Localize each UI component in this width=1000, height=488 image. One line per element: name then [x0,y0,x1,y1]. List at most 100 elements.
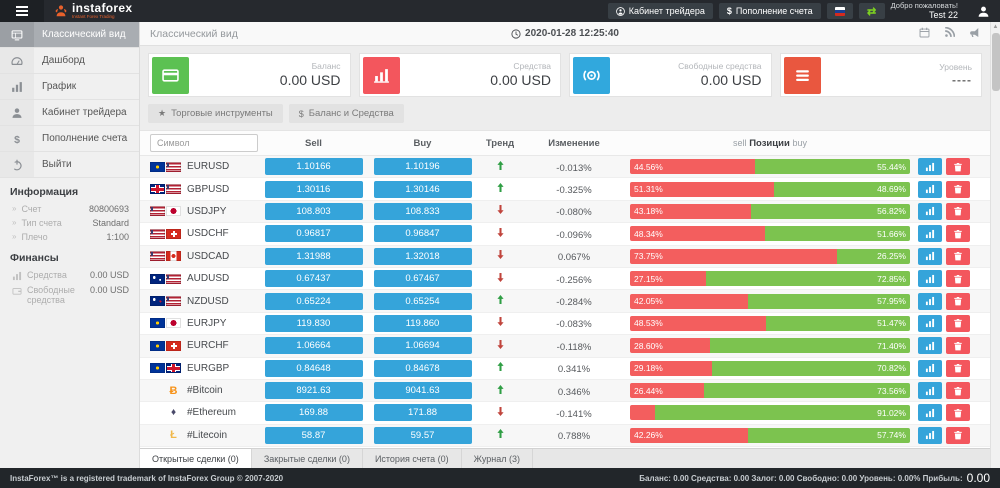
sell-price-button[interactable]: 0.84648 [264,359,363,377]
toolbar-button-торговые-инструменты[interactable]: ★ Торговые инструменты [148,104,283,123]
open-chart-button[interactable] [918,292,942,310]
buy-price-button[interactable]: 1.30146 [373,180,472,198]
delete-symbol-button[interactable] [946,292,970,310]
change-value: -0.256% [556,274,592,286]
buy-price-button[interactable]: 171.88 [373,404,472,422]
sidebar-item-выйти[interactable]: Выйти [0,152,139,178]
delete-symbol-button[interactable] [946,404,970,422]
buy-positions-segment: 56.82% [750,203,910,219]
open-chart-button[interactable] [918,202,942,220]
sell-price-button[interactable]: 119.830 [264,314,363,332]
buy-price-button[interactable]: 1.32018 [373,247,472,265]
delete-symbol-button[interactable] [946,158,970,176]
megaphone-icon[interactable] [969,25,980,43]
swap-language-button[interactable]: ⇄ [858,3,885,19]
toolbar-button-баланс-и-средства[interactable]: $ Баланс и Средства [288,104,404,123]
sell-price-button[interactable]: 1.31988 [264,247,363,265]
open-chart-button[interactable] [918,382,942,400]
positions-bar: 91.02% [630,405,910,421]
open-chart-button[interactable] [918,270,942,288]
trend-up-icon [495,158,506,170]
sidebar-item-кабинет-трейдера[interactable]: Кабинет трейдера [0,100,139,126]
buy-price-button[interactable]: 1.10196 [373,158,472,176]
tab-история-счета-0[interactable]: История счета (0) [362,449,462,468]
buy-price-button[interactable]: 59.57 [373,426,472,444]
sidebar-item-дашборд[interactable]: Дашборд [0,48,139,74]
open-chart-button[interactable] [918,359,942,377]
delete-symbol-button[interactable] [946,225,970,243]
open-chart-button[interactable] [918,158,942,176]
sell-price-button[interactable]: 0.96817 [264,225,363,243]
rss-icon[interactable] [944,25,956,43]
change-value: -0.080% [556,207,592,219]
buy-price-button[interactable]: 108.833 [373,202,472,220]
sell-price-button[interactable]: 58.87 [264,426,363,444]
deposit-button[interactable]: $ Пополнение счета [718,3,821,19]
change-value: -0.118% [556,341,592,353]
buy-price-button[interactable]: 0.67467 [373,270,472,288]
symbol-label: EURJPY [187,317,227,329]
sidebar-item-график[interactable]: График [0,74,139,100]
delete-symbol-button[interactable] [946,359,970,377]
sell-price-button[interactable]: 108.803 [264,202,363,220]
sidebar-item-пополнение-счета[interactable]: $ Пополнение счета [0,126,139,152]
buy-positions-segment: 91.02% [655,405,910,421]
buy-price-button[interactable]: 0.65254 [373,292,472,310]
open-chart-button[interactable] [918,404,942,422]
open-chart-button[interactable] [918,225,942,243]
sell-price-button[interactable]: 1.30116 [264,180,363,198]
delete-symbol-button[interactable] [946,180,970,198]
delete-symbol-button[interactable] [946,202,970,220]
buy-price-button[interactable]: 1.06694 [373,337,472,355]
tab-закрытые-сделки-0[interactable]: Закрытые сделки (0) [251,449,363,468]
sell-price-button[interactable]: 0.67437 [264,270,363,288]
open-chart-button[interactable] [918,426,942,444]
language-flag-button[interactable] [826,3,853,19]
change-value: -0.284% [556,297,592,309]
change-value: 0.341% [557,364,591,376]
delete-symbol-button[interactable] [946,270,970,288]
trader-cabinet-button[interactable]: Кабинет трейдера [607,3,713,19]
scroll-up-arrow-icon[interactable]: ▲ [992,24,999,30]
scrollbar-thumb[interactable] [992,33,1000,91]
change-value: -0.013% [556,162,592,174]
dashboard-icon [0,48,34,73]
finance-section-title: Финансы [10,252,59,264]
tab-открытые-сделки-0[interactable]: Открытые сделки (0) [140,448,252,468]
vertical-scrollbar[interactable]: ▲ [990,22,1000,468]
flag-russia-icon [834,6,845,16]
column-header-buy: Buy [413,137,432,149]
buy-price-button[interactable]: 0.84678 [373,359,472,377]
sell-price-button[interactable]: 169.88 [264,404,363,422]
list-icon [783,56,821,94]
open-chart-button[interactable] [918,247,942,265]
open-chart-button[interactable] [918,180,942,198]
trend-down-icon [495,337,506,349]
calendar-icon[interactable] [919,25,930,43]
flag-gb-icon [166,363,181,374]
sell-price-button[interactable]: 0.65224 [264,292,363,310]
sidebar-item-классический-вид[interactable]: Классический вид [0,22,139,48]
card-label: Баланс [311,60,341,71]
delete-symbol-button[interactable] [946,382,970,400]
buy-price-button[interactable]: 9041.63 [373,382,472,400]
hamburger-menu-icon[interactable] [0,0,44,22]
open-chart-button[interactable] [918,337,942,355]
buy-price-button[interactable]: 119.860 [373,314,472,332]
page-header: Классический вид 2020-01-28 12:25:40 [140,22,990,46]
table-row: USDCHF 0.96817 0.96847 -0.096% 48.34% 51.66% [140,223,990,246]
sell-price-button[interactable]: 8921.63 [264,382,363,400]
sell-price-button[interactable]: 1.10166 [264,158,363,176]
delete-symbol-button[interactable] [946,314,970,332]
buy-price-button[interactable]: 0.96847 [373,225,472,243]
table-row: Ł #Litecoin 58.87 59.57 0.788% 42.26% 57.74% [140,424,990,448]
flag-au-icon [150,273,165,284]
symbol-search-input[interactable] [150,134,258,152]
delete-symbol-button[interactable] [946,247,970,265]
tab-журнал-3[interactable]: Журнал (3) [461,449,534,468]
sell-price-button[interactable]: 1.06664 [264,337,363,355]
delete-symbol-button[interactable] [946,426,970,444]
open-chart-button[interactable] [918,314,942,332]
avatar[interactable] [966,0,1000,22]
delete-symbol-button[interactable] [946,337,970,355]
